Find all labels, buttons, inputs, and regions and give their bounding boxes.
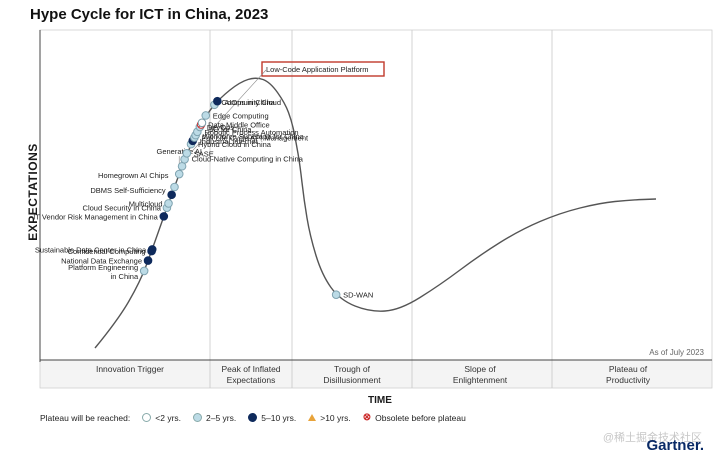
hype-point: Sustainable Data Center in China (35, 245, 157, 254)
highlight-box (261, 61, 385, 77)
point-label: Data Middle Office (208, 120, 270, 129)
gartner-logo: Gartner. (646, 437, 704, 454)
phase-band (39, 359, 713, 389)
phase-label: Plateau of Productivity (606, 364, 650, 385)
hype-point: AIOps in China (213, 96, 276, 107)
point-label: Workforce Superapp for China (203, 132, 305, 141)
data-point (182, 148, 192, 158)
legend-item-2to5: 2–5 yrs. (193, 413, 236, 423)
point-label: AIOps in China (224, 98, 275, 107)
point-label: Cloud Security in China (83, 204, 162, 213)
point-label: Hybrid Cloud in China (198, 140, 272, 149)
hype-point: SASE (182, 148, 214, 158)
legend: Plateau will be reached: <2 yrs. 2–5 yrs… (40, 412, 466, 423)
legend-item-5to10: 5–10 yrs. (248, 413, 296, 423)
data-point (139, 266, 149, 276)
phase-label: Innovation Trigger (95, 364, 165, 374)
point-label: Confidential Computing (68, 247, 146, 256)
filled-circle-icon (248, 413, 258, 422)
data-point (170, 182, 179, 192)
circle-icon (142, 413, 152, 422)
as-of-note: As of July 2023 (649, 348, 704, 357)
leader-line (181, 69, 267, 163)
hype-point: DBMS Self-Sufficiency (90, 186, 176, 200)
point-label: Full Life Cycle API Management (201, 134, 309, 143)
hype-point: IT Vendor Risk Management in China (33, 212, 169, 221)
data-point (143, 256, 153, 265)
point-label: Generative AI (157, 147, 202, 156)
point-label: IT Vendor Risk Management in China (33, 212, 158, 221)
point-label: SASE (194, 149, 214, 158)
legend-item-obsolete: ⊗ Obsolete before plateau (362, 412, 466, 423)
hype-point: Homegrown AI Chips (98, 171, 179, 192)
point-label: Robotic Process Automation (204, 128, 298, 137)
phase-label: Trough of Disillusionment (323, 364, 381, 385)
point-label: SD-WAN (343, 291, 373, 300)
circle-icon (193, 413, 203, 422)
point-label: Edge Computing (213, 111, 269, 120)
data-point (167, 190, 176, 200)
data-point (159, 212, 169, 221)
triangle-icon (308, 414, 317, 421)
point-label: Multicloud (129, 199, 163, 208)
phase-label: Slope of Enlightenment (452, 364, 508, 385)
point-label: Industrial Internet (200, 137, 259, 146)
legend-item-gt10: >10 yrs. (308, 413, 351, 423)
data-point (213, 96, 222, 106)
y-axis-label: EXPECTATIONS (26, 143, 40, 241)
point-label: 5G for China (209, 125, 252, 134)
point-label: DevOps (207, 123, 234, 132)
hype-point: SD-WAN (331, 290, 373, 300)
data-point (164, 199, 173, 208)
data-point (197, 118, 207, 128)
point-label: Low-Code Application Platform (266, 65, 369, 74)
legend-item-lt2: <2 yrs. (142, 413, 181, 423)
data-point (331, 290, 341, 299)
hype-point: Multicloud (129, 199, 173, 208)
chart-title: Hype Cycle for ICT in China, 2023 (30, 6, 269, 23)
point-label: Cloud-Native Computing in China (192, 154, 304, 163)
point-label: Sustainable Data Center in China (35, 245, 147, 254)
watermark: @稀土掘金技术社区 (602, 432, 702, 444)
point-label: Platform Engineering in China (68, 263, 139, 281)
legend-title: Plateau will be reached: (40, 412, 131, 423)
phase-label: Peak of Inflated Expectations (221, 364, 281, 385)
obsolete-x-icon: ⊗ (362, 412, 372, 423)
x-axis-label: TIME (368, 395, 392, 406)
point-label: Homegrown AI Chips (98, 171, 169, 180)
hype-point: National Data Exchange (61, 256, 153, 266)
data-point (201, 111, 211, 120)
data-point (174, 169, 184, 179)
hype-point: Platform Engineering in China (68, 263, 149, 281)
hype-point: 5G for China (197, 118, 252, 134)
point-label: DBMS Self-Sufficiency (90, 186, 166, 195)
hype-point: Edge Computing (201, 111, 269, 120)
data-point (147, 245, 157, 254)
hype-curve (94, 77, 657, 349)
point-label: Community Cloud (221, 98, 281, 107)
point-label: National Data Exchange (61, 257, 142, 266)
